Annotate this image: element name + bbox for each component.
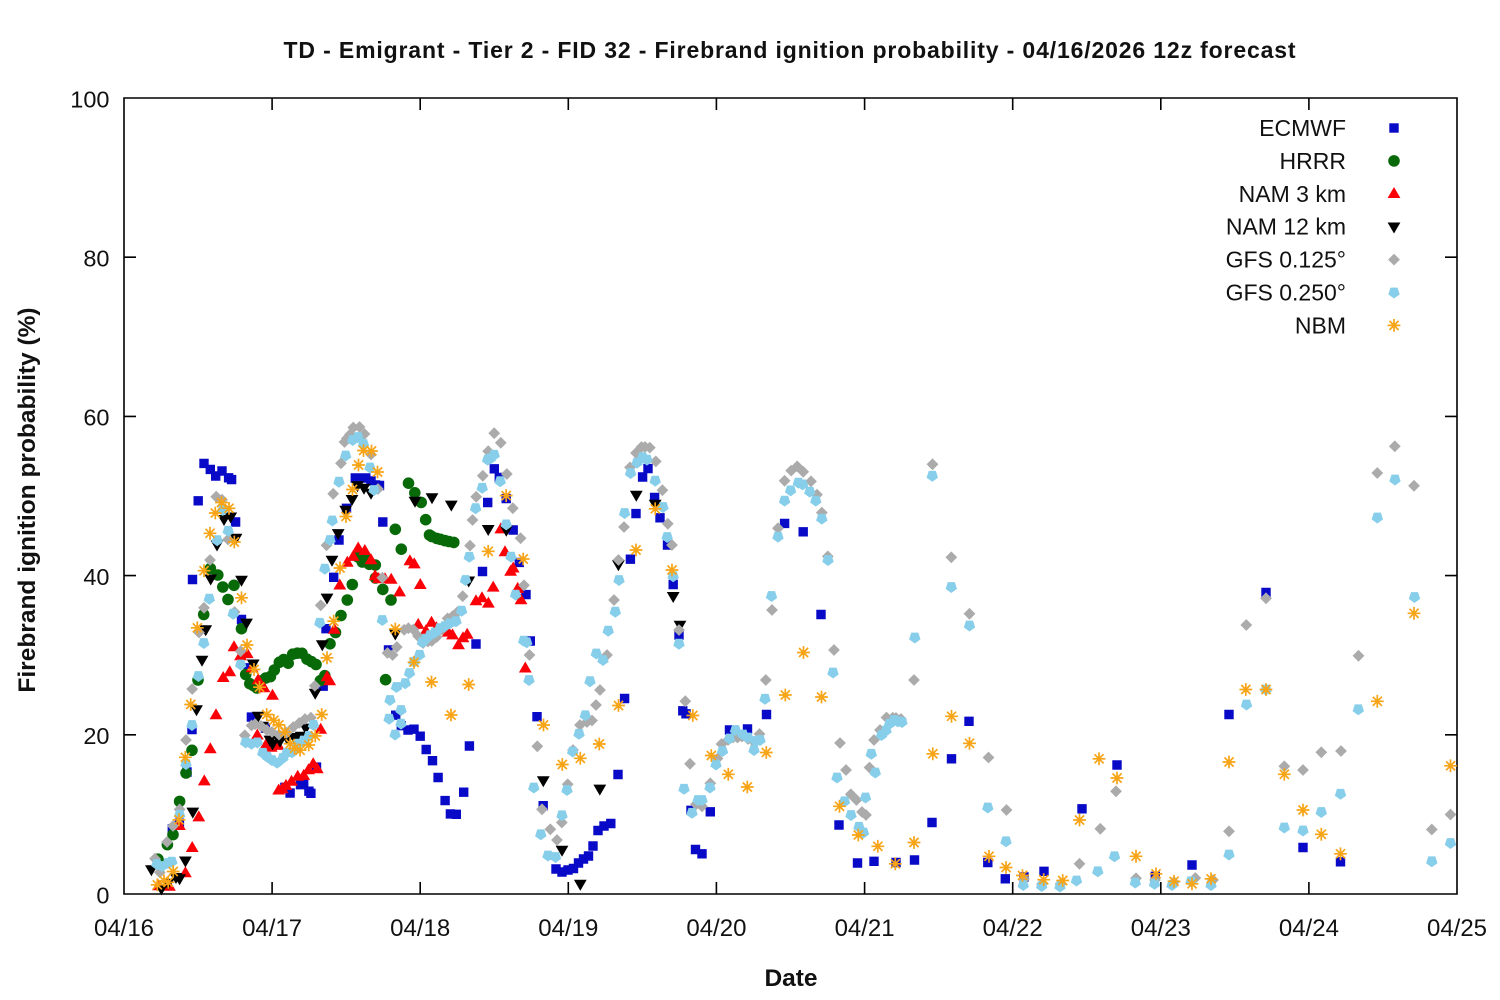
svg-text:TD - Emigrant - Tier 2 - FID 3: TD - Emigrant - Tier 2 - FID 32 - Firebr… (284, 37, 1297, 63)
svg-text:NAM 12 km: NAM 12 km (1226, 214, 1346, 240)
svg-text:100: 100 (70, 86, 109, 112)
svg-text:04/16: 04/16 (94, 915, 154, 942)
svg-text:GFS 0.125°: GFS 0.125° (1226, 247, 1346, 273)
svg-text:Date: Date (764, 965, 817, 992)
svg-text:ECMWF: ECMWF (1259, 115, 1346, 141)
svg-text:60: 60 (83, 405, 109, 431)
svg-text:HRRR: HRRR (1280, 148, 1346, 174)
svg-text:NAM 3 km: NAM 3 km (1239, 181, 1346, 207)
svg-text:04/18: 04/18 (390, 915, 450, 942)
svg-text:04/25: 04/25 (1427, 915, 1487, 942)
svg-text:04/20: 04/20 (686, 915, 746, 942)
svg-text:20: 20 (83, 723, 109, 749)
svg-text:04/21: 04/21 (835, 915, 895, 942)
svg-text:GFS 0.250°: GFS 0.250° (1226, 280, 1346, 306)
svg-text:Firebrand ignition probability: Firebrand ignition probability (%) (14, 307, 41, 692)
svg-text:04/17: 04/17 (242, 915, 302, 942)
svg-text:04/24: 04/24 (1279, 915, 1339, 942)
svg-text:04/23: 04/23 (1131, 915, 1191, 942)
svg-text:NBM: NBM (1295, 312, 1346, 338)
svg-text:80: 80 (83, 246, 109, 272)
svg-text:40: 40 (83, 564, 109, 590)
svg-text:04/22: 04/22 (983, 915, 1043, 942)
svg-text:04/19: 04/19 (538, 915, 598, 942)
svg-text:0: 0 (96, 882, 109, 908)
